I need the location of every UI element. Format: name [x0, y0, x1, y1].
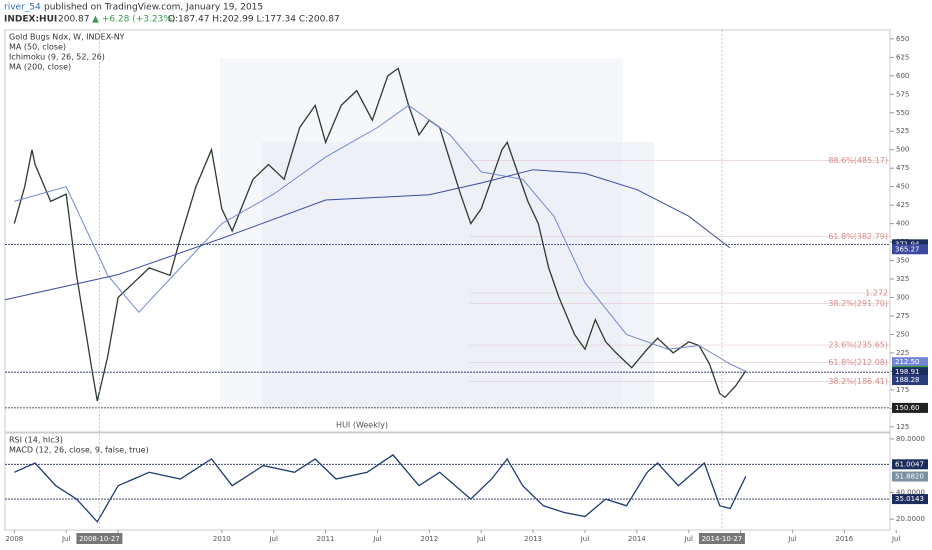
y-tick-label: 575	[896, 90, 909, 98]
published: published on TradingView.com, January 19…	[44, 3, 263, 13]
price-badge	[892, 459, 928, 470]
y-tick-label: 175	[896, 386, 909, 394]
y-tick-label: 600	[896, 72, 909, 80]
x-tick-label: 2016	[835, 535, 853, 543]
x-tick-label: Jul	[61, 535, 71, 543]
x-tick-label: 2010	[213, 535, 231, 543]
pane-label: HUI (Weekly)	[336, 421, 388, 430]
x-tick-label: 2012	[420, 535, 438, 543]
y-tick-label: 250	[896, 330, 909, 338]
price-badge-label: 198.91	[895, 368, 920, 376]
y-tick-label: 525	[896, 127, 909, 135]
author[interactable]: river_54	[4, 3, 41, 13]
y-tick-label: 225	[896, 349, 909, 357]
x-tick-label: Jul	[683, 535, 693, 543]
y-tick-label: 300	[896, 294, 909, 302]
y-tick-label: 450	[896, 183, 909, 191]
y-tick-label: 475	[896, 164, 909, 172]
date-badge-label: 2014-10-27	[702, 535, 743, 543]
y-tick-label: 80.0000	[896, 435, 925, 443]
price-pane	[4, 29, 891, 433]
legend-entry: MA (200, close)	[9, 63, 71, 72]
ohlc: O:187.47 H:202.99 L:177.34 C:200.87	[168, 15, 340, 25]
symbol: INDEX:HUI	[4, 15, 57, 25]
y-tick-label: 125	[896, 423, 909, 431]
fib-label: 38.2%(186.41)	[828, 377, 888, 386]
fib-label: 88.6%(485.17)	[828, 156, 888, 165]
legend-entry: Gold Bugs Ndx, W, INDEX-NY	[9, 33, 125, 42]
x-tick-label: Jul	[476, 535, 486, 543]
series-line	[14, 454, 747, 523]
price-badge-label: 365.27	[895, 245, 920, 253]
fib-label: 38.2%(291.70)	[828, 299, 888, 308]
x-tick-label: Jul	[372, 535, 382, 543]
price-badge	[892, 375, 928, 386]
date-badge	[698, 533, 745, 544]
x-tick-label: 2008	[5, 535, 23, 543]
x-tick-label: Jul	[891, 535, 901, 543]
price-badge-label: 51.8820	[895, 473, 924, 481]
legend-entry: RSI (14, hlc3)	[9, 436, 63, 445]
y-tick-label: 550	[896, 109, 909, 117]
y-tick-label: 40.0000	[896, 488, 925, 496]
price-badge-label: 188.28	[895, 376, 920, 384]
y-tick-label: 625	[896, 53, 909, 61]
price-badge-label: 212.50	[895, 358, 920, 366]
series-line	[4, 169, 731, 301]
legend-entry: MA (50, close)	[9, 43, 66, 52]
legend-entry: MACD (12, 26, close, 9, false, true)	[9, 446, 149, 455]
y-tick-label: 275	[896, 312, 909, 320]
price-badge	[892, 494, 928, 505]
indicator-pane	[4, 432, 891, 531]
fib-label: 1.272	[865, 289, 888, 298]
y-tick-label: 20.0000	[896, 515, 925, 523]
fib-label: 61.8%(382.79)	[828, 232, 888, 241]
change: ▲ +6.28 (+3.23%)	[92, 15, 175, 25]
shaded-zone	[262, 142, 654, 408]
series-line	[14, 104, 747, 372]
y-tick-label: 350	[896, 257, 909, 265]
price-badge	[892, 402, 928, 413]
y-tick-label: 425	[896, 201, 909, 209]
x-tick-label: 2011	[317, 535, 335, 543]
price-badge-label: 61.0047	[895, 460, 924, 468]
price-badge-label: 150.60	[895, 404, 920, 412]
y-tick-label: 500	[896, 146, 909, 154]
x-tick-label: Jul	[787, 535, 797, 543]
price-badge	[892, 357, 928, 368]
y-tick-label: 650	[896, 35, 909, 43]
legend-entry: Ichimoku (9, 26, 52, 26)	[9, 53, 105, 62]
fib-label: 61.8%(212.08)	[828, 358, 888, 367]
date-badge-label: 2008-10-27	[79, 535, 120, 543]
last-price: 200.87	[58, 15, 90, 25]
x-tick-label: 2013	[524, 535, 542, 543]
y-tick-label: 400	[896, 220, 909, 228]
x-tick-label: 2014	[628, 535, 646, 543]
fib-label: 23.6%(235.65)	[828, 341, 888, 350]
x-tick-label: Jul	[268, 535, 278, 543]
y-tick-label: 325	[896, 275, 909, 283]
price-badge	[892, 471, 928, 482]
x-tick-label: Jul	[580, 535, 590, 543]
price-badge-label: 35.0143	[895, 495, 924, 503]
date-badge	[76, 533, 123, 544]
price-badge	[892, 244, 928, 255]
price-badge	[892, 367, 928, 378]
